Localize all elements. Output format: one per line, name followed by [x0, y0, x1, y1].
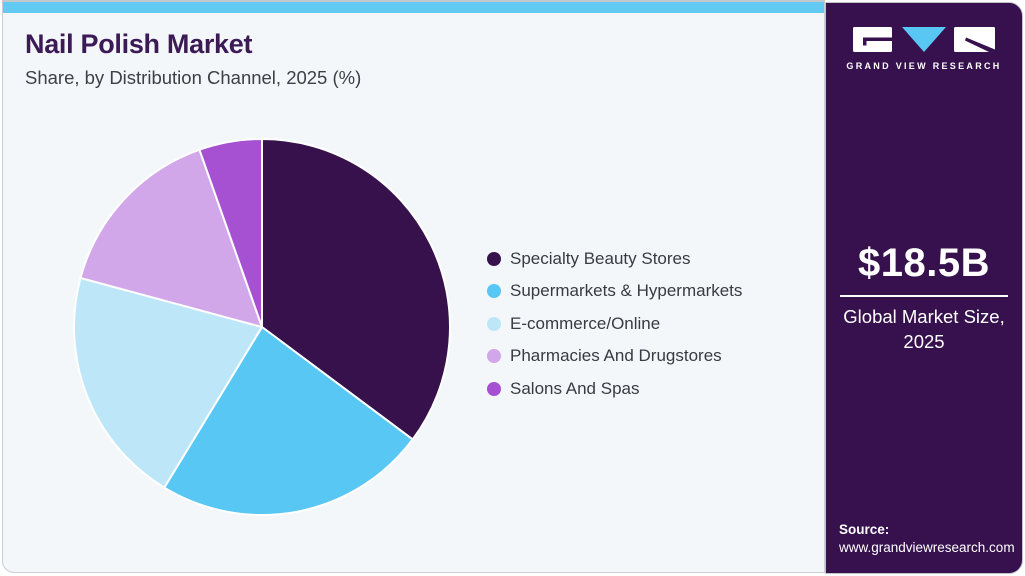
legend: Specialty Beauty Stores Supermarkets & Hy… [487, 248, 742, 400]
source-url-link[interactable]: www.grandviewresearch.com [839, 540, 1015, 555]
top-accent-strip [3, 2, 824, 13]
legend-swatch-icon [487, 284, 501, 299]
legend-swatch-icon [487, 316, 501, 331]
gvr-logo: GRAND VIEW RESEARCH [826, 27, 1022, 71]
legend-item: Specialty Beauty Stores [487, 248, 742, 270]
legend-swatch-icon [487, 349, 501, 364]
legend-label: E-commerce/Online [510, 313, 661, 333]
pie-slice-3 [73, 276, 263, 489]
source-block: Source: www.grandviewresearch.com [839, 522, 1015, 555]
legend-label: Salons And Spas [510, 378, 640, 398]
pie-slice-4 [79, 148, 263, 328]
market-size-label-line2: 2025 [903, 330, 945, 352]
legend-label: Pharmacies And Drugstores [510, 346, 722, 366]
market-size-label-line1: Global Market Size, [843, 306, 1005, 327]
legend-swatch-icon [487, 251, 501, 266]
legend-swatch-icon [487, 381, 501, 396]
pie-slice-5 [198, 138, 263, 328]
chart-header: Nail Polish Market Share, by Distributio… [25, 29, 361, 89]
legend-item: Salons And Spas [487, 378, 742, 400]
pie-slice-2 [163, 326, 414, 516]
legend-item: Supermarkets & Hypermarkets [487, 281, 742, 303]
pie-chart-container [66, 131, 458, 523]
chart-panel: Nail Polish Market Share, by Distributio… [2, 0, 825, 573]
market-size-value: $18.5B [858, 241, 990, 285]
legend-label: Specialty Beauty Stores [510, 248, 691, 268]
legend-item: Pharmacies And Drugstores [487, 346, 742, 368]
pie-slice-1 [261, 138, 451, 441]
legend-item: E-commerce/Online [487, 313, 742, 335]
market-size-label: Global Market Size, 2025 [826, 305, 1022, 355]
page-subtitle: Share, by Distribution Channel, 2025 (%) [25, 67, 362, 88]
sidebar: GRAND VIEW RESEARCH $18.5B Global Market… [825, 2, 1023, 574]
gvr-logo-wordmark: GRAND VIEW RESEARCH [846, 61, 1002, 71]
divider [840, 295, 1008, 297]
pie-chart [73, 138, 451, 516]
gvr-logo-icon [853, 27, 995, 52]
source-label: Source: [839, 522, 890, 537]
page-title: Nail Polish Market [25, 29, 253, 59]
legend-label: Supermarkets & Hypermarkets [510, 281, 743, 301]
market-size-block: $18.5B Global Market Size, 2025 [826, 241, 1022, 355]
